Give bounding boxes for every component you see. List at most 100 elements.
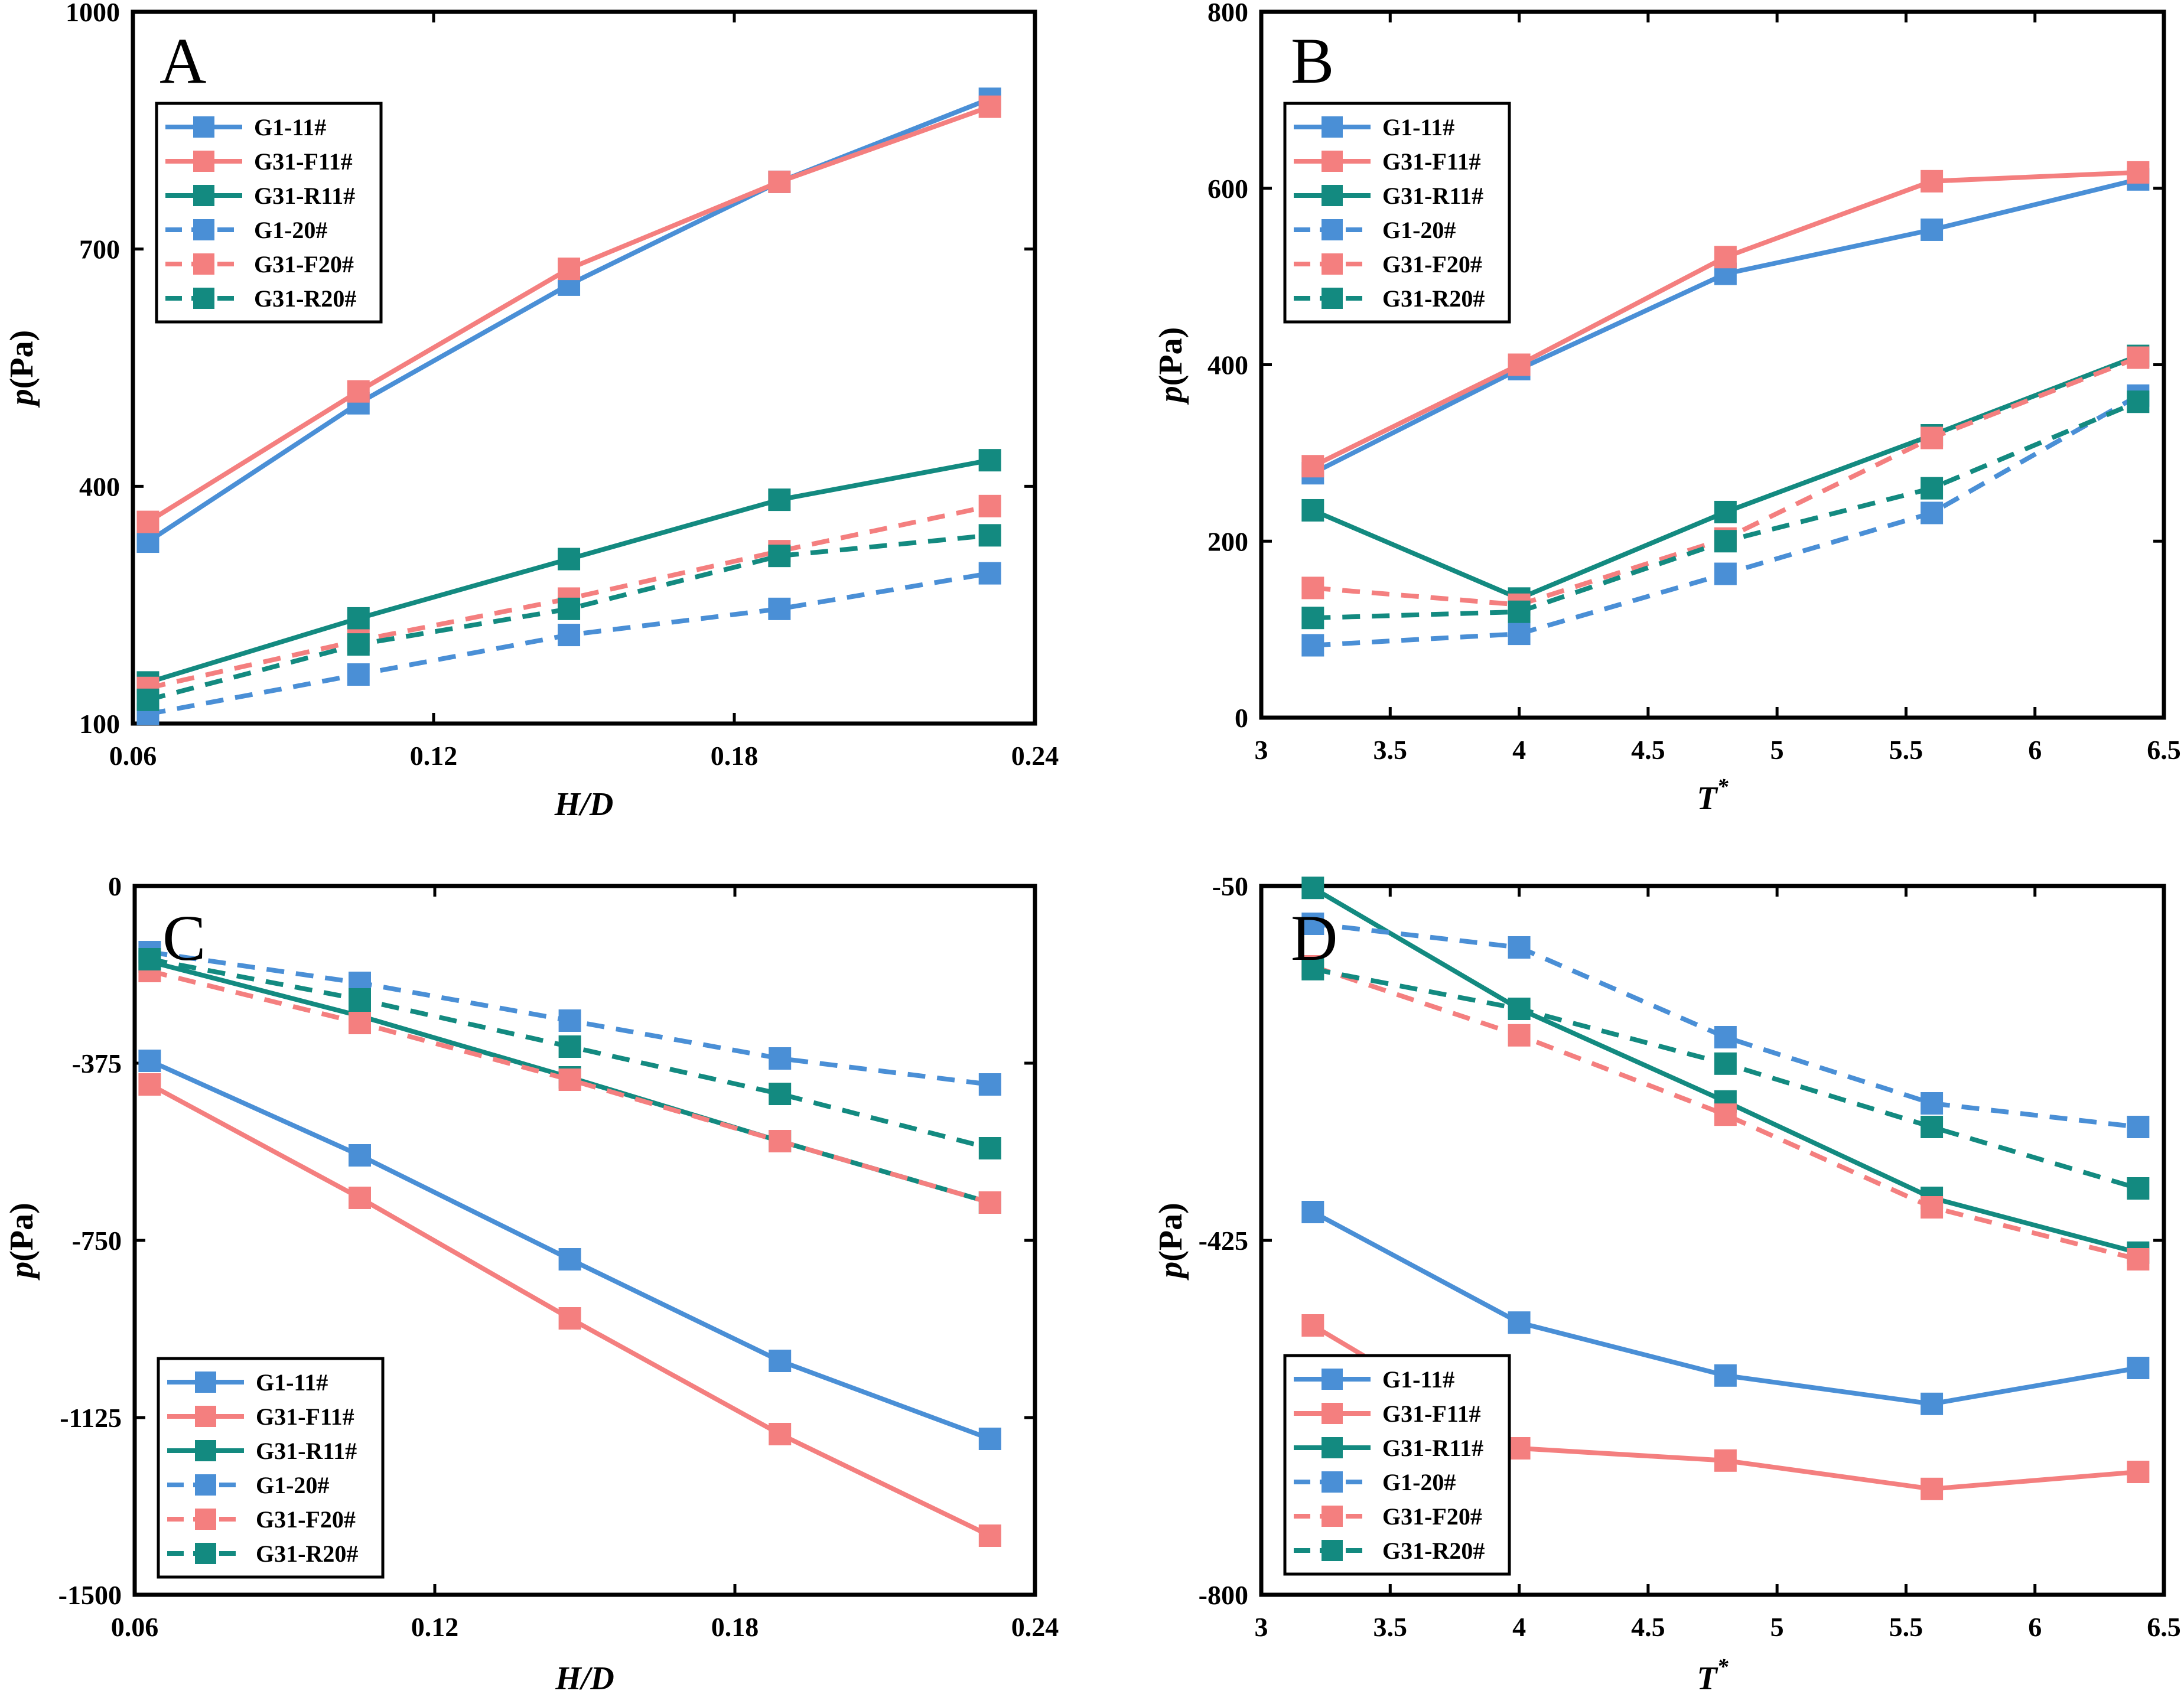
data-point xyxy=(2127,1357,2150,1379)
legend-marker xyxy=(1322,1506,1343,1527)
data-point xyxy=(1508,1437,1531,1460)
x-tick-label: 4 xyxy=(1512,1612,1526,1642)
data-point xyxy=(347,607,370,630)
legend-box xyxy=(1283,1354,1511,1576)
legend-label: G1-11# xyxy=(254,114,326,141)
x-tick-label: 5.5 xyxy=(1889,1612,1923,1642)
x-tick-label: 0.24 xyxy=(1011,741,1059,771)
series-line-G31-R11# xyxy=(1311,353,2139,601)
y-axis-title-symbol: p xyxy=(1153,386,1189,405)
legend-marker xyxy=(1322,116,1343,138)
series-group xyxy=(136,87,1001,725)
legend-marker xyxy=(195,1406,216,1427)
legend: G1-11# G31-F11# G31-R11# G1-20# G31-F20# G31-… xyxy=(1283,1354,1511,1576)
x-tick-label: 0.24 xyxy=(1011,1612,1059,1642)
data-point xyxy=(558,1248,581,1270)
data-point xyxy=(1714,530,1737,553)
legend-marker xyxy=(193,116,214,138)
chart-panel-d: 3 3.5 4 4.5 5 5.5 6 6.5 -800 -425 -50 T* p(Pa) D G1-11… xyxy=(1153,871,2181,1694)
legend-marker xyxy=(1322,151,1343,172)
legend-marker xyxy=(1322,1369,1343,1390)
legend-marker xyxy=(1322,288,1343,309)
legend-label: G31-R11# xyxy=(254,183,355,209)
legend-label: G31-F20# xyxy=(256,1506,356,1533)
legend-marker xyxy=(195,1440,216,1461)
x-tick-label: 0.06 xyxy=(109,741,157,771)
x-tick-label: 6.5 xyxy=(2147,735,2181,765)
data-point xyxy=(978,449,1001,472)
x-tick-label: 6 xyxy=(2028,735,2042,765)
data-point xyxy=(978,1073,1001,1096)
data-point xyxy=(558,258,581,281)
data-point xyxy=(347,380,370,403)
y-tick-label: 0 xyxy=(108,871,122,901)
data-point xyxy=(347,633,370,656)
data-point xyxy=(349,1187,371,1209)
data-point xyxy=(1301,455,1324,478)
data-point xyxy=(136,688,160,711)
x-axis-title: T* xyxy=(1697,774,1729,817)
legend-marker xyxy=(1322,1437,1343,1458)
y-axis-title: p(Pa) xyxy=(4,1203,40,1281)
plot-frame xyxy=(131,9,1037,726)
data-point xyxy=(1508,1311,1531,1334)
x-tick-label: 5.5 xyxy=(1889,735,1923,765)
data-point xyxy=(978,1524,1001,1547)
legend-label: G31-R20# xyxy=(1382,1537,1485,1564)
legend: G1-11# G31-F11# G31-R11# G1-20# G31-F20# G31-… xyxy=(155,102,383,324)
y-tick-label: -800 xyxy=(1199,1580,1248,1610)
data-point xyxy=(1301,1201,1324,1223)
y-axis-title: p(Pa) xyxy=(1153,327,1189,405)
data-point xyxy=(138,1073,161,1096)
legend-label: G31-F20# xyxy=(254,251,354,278)
data-point xyxy=(558,1307,581,1330)
legend-label: G31-F11# xyxy=(256,1403,354,1430)
data-point xyxy=(349,988,371,1011)
legend-marker xyxy=(193,253,214,275)
data-point xyxy=(1508,623,1531,646)
x-axis-title-superscript: * xyxy=(1717,774,1729,799)
data-point xyxy=(769,1130,792,1152)
data-point xyxy=(768,597,791,620)
x-tick-label: 5 xyxy=(1770,1612,1784,1642)
x-tick-label: 6 xyxy=(2028,1612,2042,1642)
legend-marker xyxy=(1322,1403,1343,1424)
y-tick-label: -375 xyxy=(72,1048,122,1079)
data-point xyxy=(1301,576,1324,600)
legend-label: G31-R11# xyxy=(1382,183,1483,209)
data-point xyxy=(1921,170,1944,193)
data-point xyxy=(978,95,1001,118)
data-point xyxy=(349,1012,371,1034)
x-tick-label: 3 xyxy=(1255,735,1268,765)
data-point xyxy=(1301,1314,1324,1337)
x-tick-label: 5 xyxy=(1770,735,1784,765)
data-point xyxy=(1714,1026,1737,1048)
y-axis-title-symbol: p xyxy=(1153,1262,1189,1281)
legend-label: G31-F20# xyxy=(1382,1503,1482,1530)
data-point xyxy=(138,1050,161,1072)
y-axis-title: p(Pa) xyxy=(4,330,40,408)
data-point xyxy=(1921,1392,1944,1415)
data-point xyxy=(2127,1116,2150,1138)
y-tick-label: 800 xyxy=(1207,0,1248,27)
series-group xyxy=(1301,877,2150,1500)
data-point xyxy=(1921,1477,1944,1500)
legend: G1-11# G31-F11# G31-R11# G1-20# G31-F20# G31-… xyxy=(157,1357,385,1579)
panel-letter: C xyxy=(162,902,206,974)
legend-label: G31-F11# xyxy=(1382,1400,1481,1427)
y-tick-label: 200 xyxy=(1207,526,1248,556)
y-tick-label: 700 xyxy=(79,234,120,265)
series-line-G31-R20# xyxy=(1312,966,2139,1191)
data-point xyxy=(1508,600,1531,623)
legend-box xyxy=(157,1357,385,1579)
data-point xyxy=(2127,1248,2150,1270)
y-axis-title: p(Pa) xyxy=(1153,1203,1189,1281)
data-point xyxy=(558,624,581,647)
data-point xyxy=(136,530,160,553)
legend-marker xyxy=(1322,1471,1343,1493)
y-axis-title-unit: (Pa) xyxy=(4,330,40,389)
legend-label: G31-R20# xyxy=(254,285,356,312)
y-tick-label: 1000 xyxy=(66,0,120,27)
data-point xyxy=(978,1428,1001,1450)
data-point xyxy=(349,1144,371,1167)
